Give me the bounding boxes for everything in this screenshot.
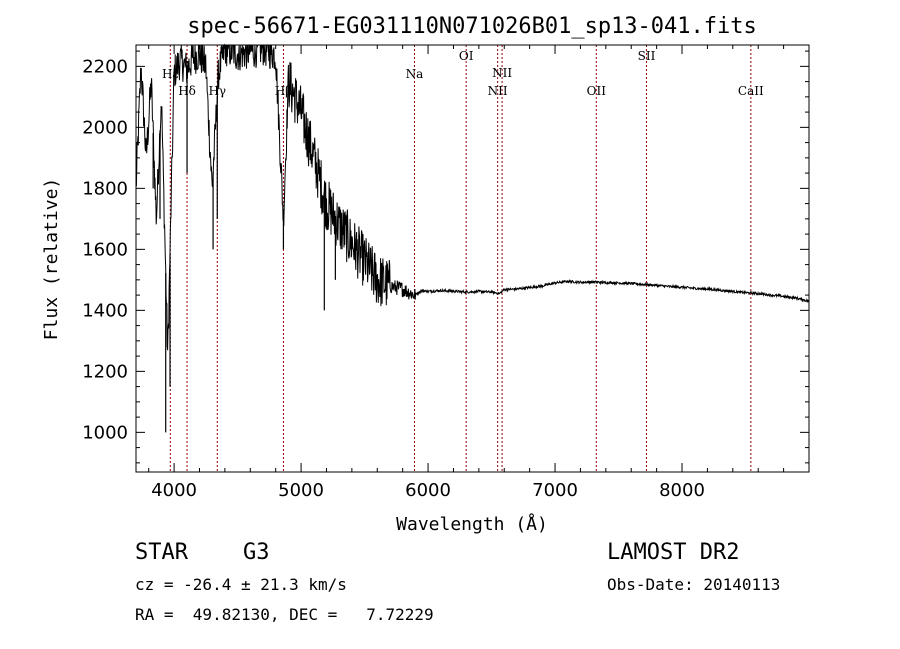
survey-name: LAMOST DR2 [607, 540, 740, 565]
y-tick-label: 1200 [82, 361, 128, 382]
coordinates: RA = 49.82130, DEC = 7.72229 [135, 605, 434, 624]
x-tick-label: 7000 [532, 480, 578, 501]
redshift-velocity: cz = -26.4 ± 21.3 km/s [135, 575, 347, 594]
line-marker-label: OII [587, 84, 607, 98]
object-type: STAR [135, 540, 188, 565]
line-marker-label: NII [492, 66, 512, 80]
plot-frame [135, 44, 810, 473]
y-tick-label: 1000 [82, 422, 128, 443]
line-marker-label: Na [406, 67, 424, 81]
axis-ticks: 4000 5000 6000 7000 8000 1000 1200 1400 1600 1800… [82, 45, 809, 501]
line-marker-label: OI [459, 49, 474, 63]
spectrum-line [135, 43, 809, 351]
chart-title: spec-56671-EG031110N071026B01_sp13-041.f… [187, 14, 757, 39]
y-tick-label: 2000 [82, 117, 128, 138]
y-tick-label: 1800 [82, 178, 128, 199]
y-tick-label: 1400 [82, 300, 128, 321]
y-tick-label: 2200 [82, 56, 128, 77]
x-axis-label: Wavelength (Å) [396, 513, 548, 535]
observation-date: Obs-Date: 20140113 [607, 575, 781, 594]
spectrum-line-group [135, 43, 809, 433]
y-axis-label: Flux (relative) [41, 178, 62, 341]
x-tick-label: 6000 [405, 480, 451, 501]
line-marker-label: NII [488, 84, 508, 98]
line-marker-label: CaII [738, 84, 764, 98]
object-subclass: G3 [243, 540, 270, 565]
line-marker-label: SII [638, 49, 656, 63]
x-tick-label: 8000 [659, 480, 705, 501]
x-tick-label: 5000 [278, 480, 324, 501]
x-tick-label: 4000 [151, 480, 197, 501]
y-tick-label: 1600 [82, 239, 128, 260]
